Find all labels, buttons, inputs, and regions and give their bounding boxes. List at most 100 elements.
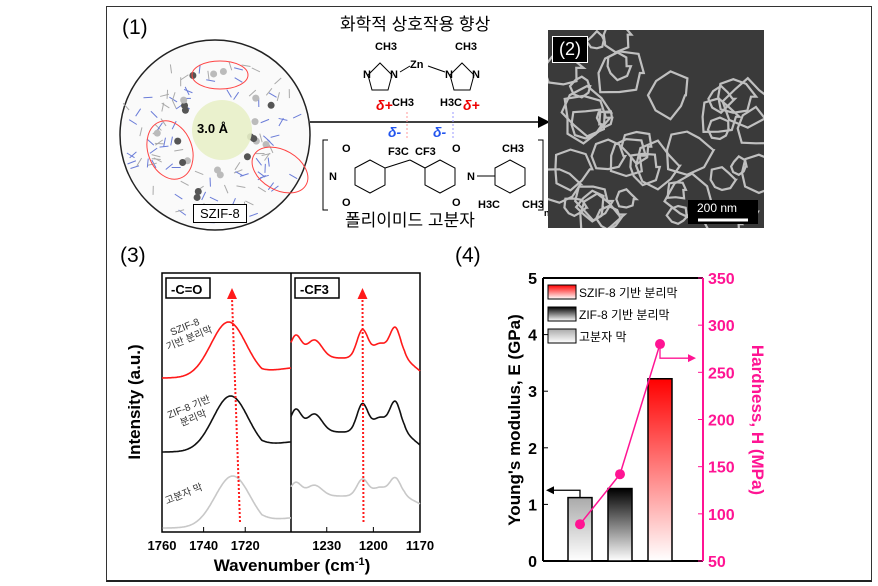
framework-bond xyxy=(239,173,249,177)
y-right-tick-label: 250 xyxy=(708,365,735,382)
legend-swatch xyxy=(547,328,577,344)
framework-bond xyxy=(257,186,267,193)
ftir-carbonyl-curve xyxy=(162,395,292,453)
membrane-pore-edge xyxy=(709,166,738,192)
svg-text:N: N xyxy=(329,171,337,183)
framework-bond xyxy=(270,185,279,192)
framework-bond xyxy=(146,138,155,146)
membrane-pore-edge xyxy=(736,105,764,145)
hardness-point xyxy=(615,469,625,480)
framework-bond xyxy=(163,137,166,147)
y-right-tick-label: 50 xyxy=(708,554,726,571)
framework-bond xyxy=(165,163,174,170)
svg-text:δ+: δ+ xyxy=(463,97,480,113)
svg-text:CH3: CH3 xyxy=(392,97,414,109)
svg-text:N: N xyxy=(363,69,371,81)
framework-bond xyxy=(183,88,193,94)
y-right-tick-label: 150 xyxy=(708,460,735,477)
legend-swatch xyxy=(547,284,577,300)
scale-bar-label: 200 nm xyxy=(697,201,738,215)
svg-text:δ-: δ- xyxy=(433,124,447,140)
framework-bond xyxy=(226,89,232,98)
framework-bond xyxy=(236,185,246,188)
framework-bond xyxy=(135,108,142,117)
framework-bond xyxy=(209,196,219,202)
membrane-pore-edge xyxy=(740,153,764,195)
svg-text:H3C: H3C xyxy=(440,97,462,109)
hardness-point xyxy=(575,519,585,530)
y-tick-label: 3 xyxy=(528,384,537,401)
atom xyxy=(250,135,258,143)
framework-bond xyxy=(270,134,280,138)
membrane-pore-edge xyxy=(590,138,628,171)
svg-text:Zn: Zn xyxy=(410,59,424,71)
subpanel-label: -CF3 xyxy=(300,282,329,297)
framework-bond xyxy=(265,88,273,96)
y-right-tick-label: 200 xyxy=(708,413,735,430)
framework-bond xyxy=(122,102,130,111)
svg-text:O: O xyxy=(452,143,461,155)
x-tick-label: 1200 xyxy=(359,538,388,553)
y-tick-label: 1 xyxy=(528,497,537,514)
peak-shift-arrow xyxy=(231,297,241,523)
y-tick-label: 4 xyxy=(528,328,537,345)
arrow-head xyxy=(357,288,368,299)
subpanel-label-box xyxy=(165,277,211,299)
svg-text:F3C: F3C xyxy=(388,146,409,158)
y-tick-label: 0 xyxy=(528,554,537,571)
framework-bond xyxy=(292,113,302,119)
framework-bond xyxy=(255,157,262,166)
figure-frame xyxy=(106,6,872,582)
membrane-pore-edge xyxy=(615,188,640,209)
membrane-pore-edge xyxy=(729,154,748,177)
right-axis-indicator xyxy=(659,344,688,359)
framework-bond xyxy=(228,61,233,71)
svg-text:N: N xyxy=(467,171,475,183)
framework-bond xyxy=(276,92,280,102)
modulus-ylabel: Young's modulus, E (GPa) xyxy=(505,314,524,526)
framework-bond xyxy=(155,139,163,146)
legend-label: SZIF-8 기반 분리막 xyxy=(579,286,678,300)
atom xyxy=(181,106,189,114)
membrane-pore-edge xyxy=(609,137,648,178)
atom xyxy=(174,137,182,145)
modulus-bar xyxy=(647,377,673,562)
atom xyxy=(243,153,251,161)
framework-bond xyxy=(171,120,177,130)
ftir-carbonyl-curve xyxy=(162,475,291,529)
framework-bond xyxy=(151,158,161,161)
framework-bond xyxy=(274,77,282,85)
svg-text:n: n xyxy=(544,208,550,218)
framework-bond xyxy=(151,154,161,158)
framework-bond xyxy=(136,157,143,167)
framework-bond xyxy=(251,67,261,73)
atom xyxy=(262,141,270,149)
pore-sphere xyxy=(192,100,252,160)
framework-bond xyxy=(233,169,243,174)
atom xyxy=(179,158,187,166)
left-axis-indicator xyxy=(553,489,581,498)
framework-bond xyxy=(171,92,176,101)
ftir-cf3-curve xyxy=(290,326,421,372)
framework-bond xyxy=(198,64,201,74)
x-tick-label: 1760 xyxy=(148,538,177,553)
ftir-xlabel: Wavenumber (cm-1) xyxy=(214,556,371,575)
membrane-pore-edge xyxy=(554,148,594,192)
panel-2-label: (2) xyxy=(552,36,588,63)
svg-text:CH3: CH3 xyxy=(375,41,397,53)
framework-bond xyxy=(289,173,298,180)
framework-bond xyxy=(174,193,183,200)
framework-bond xyxy=(169,64,173,74)
atom xyxy=(252,94,260,102)
arrow-head xyxy=(546,486,554,495)
ftir-cf3-curve xyxy=(290,400,421,446)
atom xyxy=(210,70,218,78)
membrane-pore-edge xyxy=(721,76,764,129)
membrane-pore-edge xyxy=(563,197,589,218)
svg-text:δ-: δ- xyxy=(388,124,402,140)
framework-bond xyxy=(245,200,254,206)
framework-bond xyxy=(264,152,271,161)
membrane-pore-edge xyxy=(602,30,634,54)
